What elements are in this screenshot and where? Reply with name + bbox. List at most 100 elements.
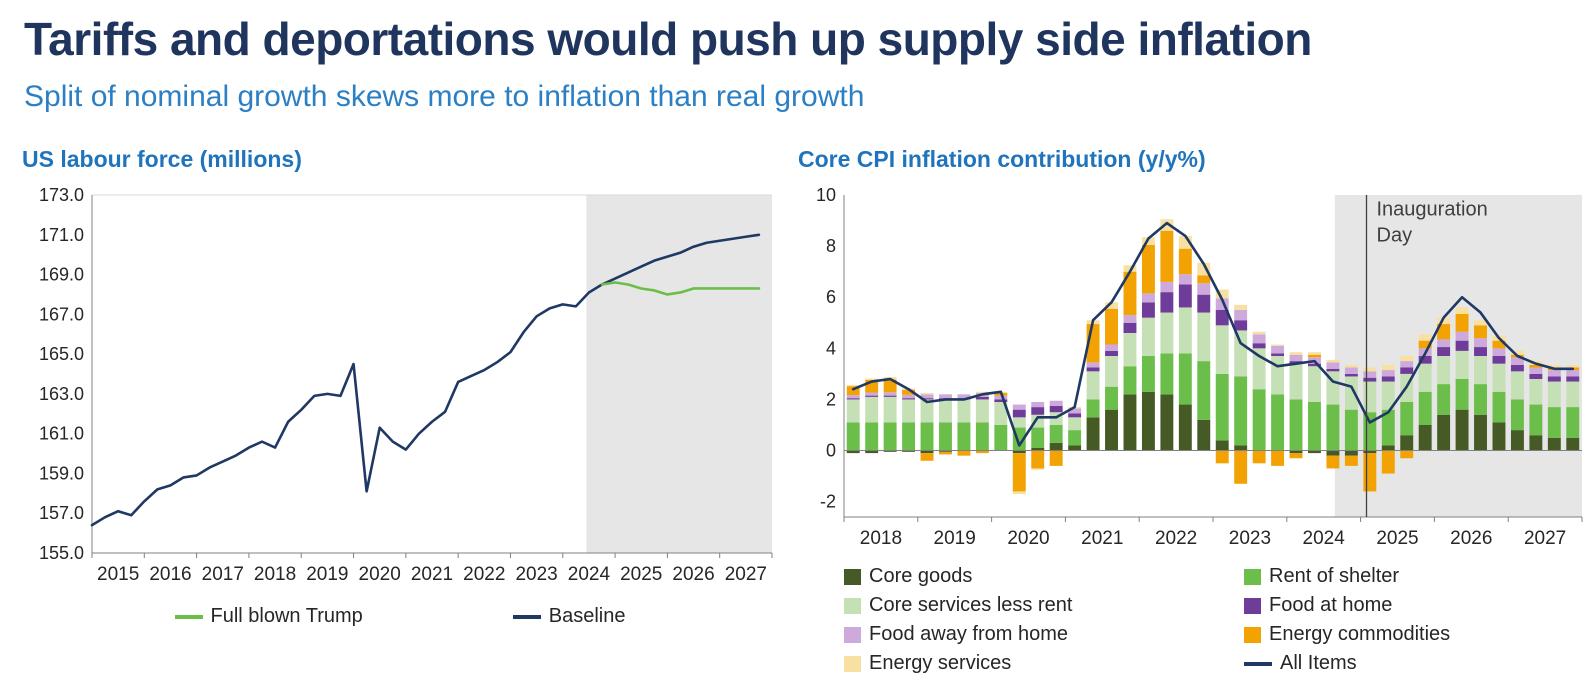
bar-segment-rent-of-shelter <box>1105 386 1118 410</box>
bar-segment-energy-commodities <box>883 379 897 393</box>
bar-segment-food-at-home <box>1492 356 1506 364</box>
bar-segment-food-away-from-home <box>1363 371 1377 378</box>
legend-swatch-all-items <box>1244 661 1272 666</box>
bar-segment-energy-commodities <box>1289 453 1303 459</box>
bar-segment-energy-services <box>1326 359 1340 363</box>
bar-segment-rent-of-shelter <box>1308 402 1321 451</box>
bar-segment-food-away-from-home <box>1031 402 1045 408</box>
bar-segment-food-at-home <box>1363 377 1377 382</box>
bar-segment-food-at-home <box>1215 310 1229 326</box>
svg-text:2: 2 <box>826 389 836 409</box>
bar-segment-rent-of-shelter <box>1178 353 1192 405</box>
bar-segment-food-at-home <box>1178 284 1192 308</box>
bar-segment-rent-of-shelter <box>1492 391 1506 423</box>
bar-segment-core-services-less-rent <box>1529 379 1543 405</box>
bar-segment-food-away-from-home <box>1344 367 1358 374</box>
bar-segment-energy-services <box>846 384 860 387</box>
bar-segment-rent-of-shelter <box>1141 356 1155 392</box>
bar-segment-core-services-less-rent <box>1437 356 1451 385</box>
svg-text:173.0: 173.0 <box>39 185 84 205</box>
bar-segment-energy-services <box>1418 334 1432 341</box>
svg-text:4: 4 <box>826 338 836 358</box>
bar-segment-energy-services <box>1474 320 1487 326</box>
bar-segment-energy-commodities <box>1271 450 1285 466</box>
bar-segment-rent-of-shelter <box>1566 407 1580 438</box>
bar-segment-food-at-home <box>1197 294 1211 313</box>
bar-segment-rent-of-shelter <box>1289 399 1303 451</box>
stacked-bars <box>846 219 1580 494</box>
bar-segment-core-services-less-rent <box>902 399 916 423</box>
svg-text:2022: 2022 <box>1155 528 1197 549</box>
svg-text:2019: 2019 <box>934 528 976 549</box>
bar-segment-core-goods <box>1474 414 1487 451</box>
bar-segment-core-goods <box>1012 450 1026 454</box>
bar-segment-food-at-home <box>1510 364 1524 372</box>
bar-segment-core-services-less-rent <box>975 399 989 423</box>
bar-segment-food-away-from-home <box>846 395 860 399</box>
bar-segment-rent-of-shelter <box>1215 373 1229 441</box>
bar-segment-rent-of-shelter <box>1363 412 1377 451</box>
bar-segment-core-services-less-rent <box>1474 356 1487 385</box>
bar-segment-core-services-less-rent <box>1492 363 1506 392</box>
svg-text:2026: 2026 <box>672 564 714 585</box>
bar-segment-core-goods <box>1418 425 1432 451</box>
bar-segment-core-goods <box>1326 450 1340 456</box>
bar-segment-food-at-home <box>1068 413 1082 418</box>
bar-segment-food-at-home <box>1160 292 1174 313</box>
x-tick-labels: 2018 2019 2020 2021 2022 2023 2024 2025 2026 2027 <box>843 517 1583 549</box>
svg-text:161.0: 161.0 <box>39 424 84 444</box>
page-title: Tariffs and deportations would push up s… <box>24 13 1312 65</box>
svg-text:2018: 2018 <box>254 564 296 585</box>
bar-segment-food-away-from-home <box>1234 310 1248 321</box>
bar-segment-food-away-from-home <box>957 394 971 399</box>
bar-segment-energy-commodities <box>957 450 971 456</box>
bar-segment-core-services-less-rent <box>957 399 971 423</box>
labour-force-chart: 155.0 157.0 159.0 161.0 163.0 165.0 167.0 169.0… <box>39 185 773 585</box>
legend-swatch-energy-commodities <box>1244 626 1261 643</box>
bar-segment-energy-commodities <box>1049 450 1063 466</box>
bar-segment-food-at-home <box>1529 373 1543 379</box>
svg-text:2020: 2020 <box>359 564 401 585</box>
bar-segment-energy-commodities <box>1455 313 1469 332</box>
svg-text:2023: 2023 <box>515 564 557 585</box>
bar-segment-core-services-less-rent <box>920 399 934 423</box>
bar-segment-rent-of-shelter <box>902 422 916 451</box>
bar-segment-food-away-from-home <box>1252 334 1266 344</box>
svg-text:2017: 2017 <box>202 564 244 585</box>
bar-segment-energy-commodities <box>920 453 934 461</box>
bar-segment-core-services-less-rent <box>1510 371 1524 400</box>
legend-swatch-full-blown-trump <box>174 614 203 619</box>
bar-segment-food-at-home <box>1437 347 1451 356</box>
bar-segment-food-away-from-home <box>1160 281 1174 293</box>
bar-segment-core-goods <box>1049 442 1063 451</box>
bar-segment-food-at-home <box>1344 373 1358 377</box>
bar-segment-core-goods <box>1031 448 1045 451</box>
bar-segment-food-at-home <box>1123 322 1137 333</box>
svg-text:2021: 2021 <box>1081 528 1123 549</box>
legend-label: Baseline <box>548 605 626 627</box>
bar-segment-energy-commodities <box>1418 340 1432 349</box>
bar-segment-rent-of-shelter <box>1031 427 1045 448</box>
legend-item-baseline: Baseline <box>512 605 626 628</box>
svg-text:2025: 2025 <box>1376 528 1418 549</box>
bar-segment-core-goods <box>1141 391 1155 451</box>
bar-segment-core-services-less-rent <box>1289 363 1303 400</box>
legend-item-core-services-less-rent: Core services less rent <box>844 594 1244 617</box>
bar-segment-core-services-less-rent <box>1068 417 1082 431</box>
bar-segment-energy-services <box>1510 350 1524 355</box>
bar-segment-rent-of-shelter <box>1547 407 1561 438</box>
bar-segment-core-services-less-rent <box>1566 381 1580 408</box>
page-subtitle: Split of nominal growth skews more to in… <box>24 80 865 113</box>
legend-item-food-at-home: Food at home <box>1244 594 1592 617</box>
bar-segment-energy-commodities <box>1474 325 1487 339</box>
bar-segment-food-at-home <box>1012 409 1026 418</box>
bar-segment-energy-commodities <box>1160 230 1174 282</box>
bar-segment-energy-services <box>1252 331 1266 335</box>
bar-segment-food-away-from-home <box>1455 331 1469 341</box>
bar-segment-core-goods <box>1510 430 1524 451</box>
bar-segment-rent-of-shelter <box>1160 353 1174 395</box>
svg-text:Inauguration: Inauguration <box>1377 198 1488 220</box>
legend-label: Rent of shelter <box>1269 565 1400 587</box>
bar-segment-food-at-home <box>1547 376 1561 382</box>
bar-segment-core-services-less-rent <box>846 399 860 423</box>
